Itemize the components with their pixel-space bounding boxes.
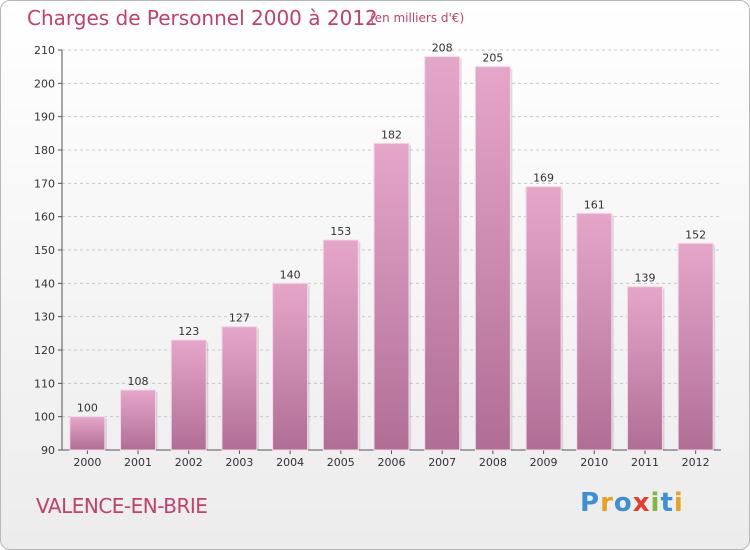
- bar: [120, 389, 157, 451]
- y-tick-label: 120: [34, 344, 55, 357]
- data-label: 153: [330, 225, 351, 238]
- bar: [170, 339, 207, 451]
- data-label: 123: [178, 325, 199, 338]
- logo-letter: x: [632, 488, 651, 518]
- y-tick-label: 190: [34, 111, 55, 124]
- logo-letter: i: [673, 488, 684, 518]
- x-tick-label: 2010: [580, 456, 608, 469]
- x-tick-label: 2008: [479, 456, 507, 469]
- x-tick-label: 2002: [175, 456, 203, 469]
- x-tick-label: 2000: [73, 456, 101, 469]
- x-tick-label: 2005: [327, 456, 355, 469]
- bar: [576, 212, 613, 451]
- bar: [322, 239, 359, 451]
- y-tick-label: 150: [34, 244, 55, 257]
- data-label: 127: [229, 312, 250, 325]
- logo-letter: i: [650, 488, 661, 518]
- data-label: 182: [381, 128, 402, 141]
- x-tick-label: 2012: [682, 456, 710, 469]
- data-label: 100: [77, 402, 98, 415]
- data-label: 161: [584, 198, 605, 211]
- data-label: 140: [280, 268, 301, 281]
- data-label: 169: [533, 172, 554, 185]
- x-tick-label: 2007: [428, 456, 456, 469]
- y-tick-label: 90: [41, 444, 55, 457]
- bar: [474, 66, 511, 451]
- proxiti-logo[interactable]: Proxiti: [580, 488, 684, 518]
- bar: [525, 186, 562, 451]
- x-tick-label: 2001: [124, 456, 152, 469]
- y-tick-label: 110: [34, 377, 55, 390]
- logo-letter: t: [660, 488, 674, 518]
- bar: [272, 282, 309, 451]
- bar: [221, 326, 258, 451]
- y-tick-label: 200: [34, 77, 55, 90]
- x-tick-label: 2006: [378, 456, 406, 469]
- y-tick-label: 100: [34, 411, 55, 424]
- bar: [373, 142, 410, 451]
- y-tick-label: 210: [34, 44, 55, 57]
- x-tick-label: 2011: [631, 456, 659, 469]
- y-tick-label: 180: [34, 144, 55, 157]
- logo-letter: r: [600, 488, 614, 518]
- chart-title: Charges de Personnel 2000 à 2012: [27, 6, 378, 30]
- x-tick-label: 2003: [225, 456, 253, 469]
- label-layer: 100 2000 108 2001 123 2002 127 2003 140 2004 153 20…: [73, 42, 709, 469]
- y-tick-label: 170: [34, 177, 55, 190]
- city-name: VALENCE-EN-BRIE: [36, 494, 208, 518]
- data-label: 208: [432, 42, 453, 55]
- bar: [69, 416, 106, 451]
- x-tick-label: 2009: [530, 456, 558, 469]
- bar: [424, 56, 461, 451]
- data-label: 139: [634, 272, 655, 285]
- bar-layer: [69, 56, 716, 451]
- x-tick-label: 2004: [276, 456, 304, 469]
- data-label: 152: [685, 228, 706, 241]
- y-tick-label: 130: [34, 311, 55, 324]
- bar: [626, 286, 663, 451]
- bar: [677, 242, 714, 451]
- data-label: 108: [128, 375, 149, 388]
- logo-letter: o: [613, 488, 633, 518]
- y-tick-label: 160: [34, 211, 55, 224]
- logo-letter: P: [580, 488, 601, 518]
- chart-subtitle: (en milliers d'€): [370, 11, 465, 25]
- data-label: 205: [482, 52, 503, 65]
- y-tick-label: 140: [34, 277, 55, 290]
